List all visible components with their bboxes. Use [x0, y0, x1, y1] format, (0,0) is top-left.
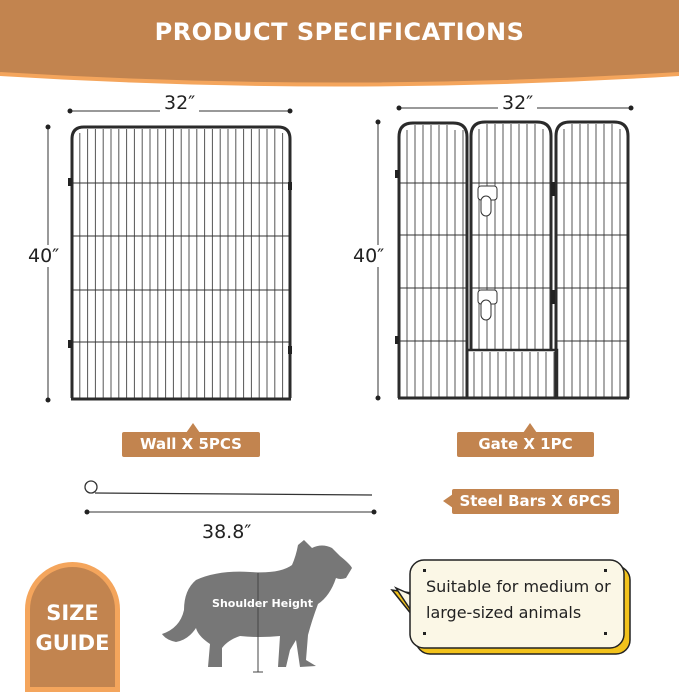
gate-tag-pointer — [523, 423, 537, 433]
bubble-rivet-icon — [604, 632, 607, 635]
hinge-icon — [551, 290, 555, 304]
steel-bar-length-dimension-end — [371, 509, 377, 515]
gate-right-panel-frame — [554, 120, 630, 398]
gate-width-dimension-end — [396, 105, 402, 111]
latch-handle-icon — [480, 299, 492, 321]
bubble-rivet-icon — [604, 569, 607, 572]
bubble-rivet-icon — [423, 632, 426, 635]
dog-silhouette-icon — [162, 540, 352, 667]
gate-door-frame — [469, 120, 553, 350]
speech-bubble — [409, 559, 625, 649]
page-title: PRODUCT SPECIFICATIONS — [154, 18, 525, 46]
hinge-icon — [288, 182, 292, 190]
wall-width-dimension-end — [67, 108, 73, 114]
steel-bar-hook-icon — [84, 480, 98, 494]
wall-quantity-tag: Wall X 5PCS — [122, 432, 260, 457]
hinge-icon — [551, 182, 555, 196]
steel-bars-quantity-tag: Steel Bars X 6PCS — [452, 489, 619, 514]
gate-width-label: 32″ — [498, 92, 538, 114]
latch-handle-icon — [480, 195, 492, 217]
size-guide-line1: SIZE — [46, 601, 99, 625]
gate-quantity-tag: Gate X 1PC — [457, 432, 594, 457]
steel-bar — [94, 492, 373, 496]
size-guide-badge — [25, 562, 120, 692]
wall-height-dimension-end — [45, 397, 51, 403]
size-guide-text: SIZE GUIDE — [25, 598, 120, 658]
gate-left-panel-frame — [397, 121, 469, 398]
wall-width-label: 32″ — [160, 92, 200, 114]
hinge-icon — [288, 346, 292, 354]
gate-width-dimension-end — [628, 105, 634, 111]
suitability-note: Suitable for medium or large-sized anima… — [426, 577, 611, 622]
wall-tag-pointer — [186, 423, 200, 433]
wall-height-label: 40″ — [28, 245, 60, 267]
gate-height-label: 40″ — [353, 245, 385, 267]
header-banner — [0, 0, 679, 87]
steel-tag-pointer — [443, 494, 453, 508]
steel-bar-length-label: 38.8″ — [202, 521, 252, 543]
gate-height-dimension-end — [375, 119, 381, 125]
shoulder-height-label: Shoulder Height — [212, 597, 313, 610]
wall-width-dimension-end — [287, 108, 293, 114]
gate-height-dimension-end — [375, 395, 381, 401]
wall-panel-frame — [70, 125, 292, 398]
hinge-icon — [68, 178, 72, 186]
bubble-rivet-icon — [423, 569, 426, 572]
hinge-icon — [395, 336, 399, 344]
hinge-icon — [68, 340, 72, 348]
steel-bar-length-dimension-end — [84, 509, 90, 515]
gate-bottom-frame — [465, 348, 559, 400]
wall-height-dimension-end — [45, 124, 51, 130]
hinge-icon — [395, 170, 399, 178]
size-guide-line2: GUIDE — [35, 631, 110, 655]
